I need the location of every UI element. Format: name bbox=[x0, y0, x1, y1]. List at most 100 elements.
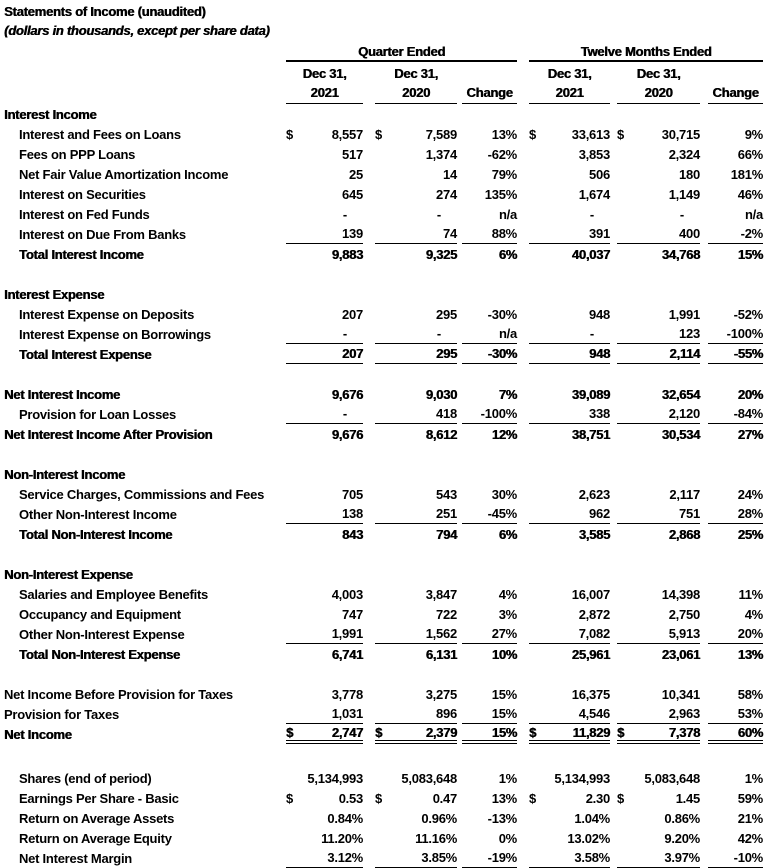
cell-value: 4,003 bbox=[331, 586, 364, 602]
cell-value: 1,991 bbox=[331, 626, 364, 641]
cell-value: 400 bbox=[679, 226, 700, 241]
cell-quarter-2020: - bbox=[375, 324, 457, 344]
cell-twelve-2020: 2,324 bbox=[617, 144, 701, 164]
cell-twelve-2021: 338 bbox=[529, 404, 610, 424]
cell-quarter-change: 13% bbox=[462, 788, 518, 808]
cell-quarter-2021: 9,883 bbox=[286, 244, 364, 264]
row-label: Net Interest Income After Provision bbox=[4, 426, 213, 442]
cell-value: - bbox=[589, 206, 594, 222]
cell-value: - bbox=[436, 206, 441, 222]
cell-value: 1% bbox=[498, 770, 518, 786]
cell-value: -30% bbox=[487, 346, 518, 361]
cell-quarter-change: 10% bbox=[462, 644, 518, 664]
cell-value: 9,676 bbox=[331, 426, 364, 442]
cell-value: 15% bbox=[491, 686, 518, 702]
table-row: Other Non-Interest Expense 1,991 1,562 27% 7… bbox=[4, 624, 764, 644]
cell-quarter-change: 88% bbox=[462, 224, 517, 244]
cell-value: 59% bbox=[737, 790, 764, 806]
cell-value: 2,750 bbox=[668, 606, 701, 622]
cell-quarter-2020: 295 bbox=[375, 344, 457, 364]
table-row: Total Non-Interest Expense 6,741 6,131 10% 2… bbox=[4, 644, 764, 664]
cell-value: 15% bbox=[491, 724, 518, 740]
currency-symbol: $ bbox=[529, 724, 536, 740]
spacer-row bbox=[4, 744, 764, 768]
cell-value: 2,747 bbox=[331, 724, 364, 740]
cell-value: 5,134,993 bbox=[554, 770, 610, 786]
cell-value: 15% bbox=[737, 246, 764, 262]
cell-value: 948 bbox=[589, 346, 610, 361]
cell-value: 6,741 bbox=[331, 646, 364, 662]
cell-quarter-2020: 74 bbox=[375, 224, 457, 244]
cell-quarter-2020: 5,083,648 bbox=[375, 768, 457, 788]
cell-twelve-change: -55% bbox=[708, 344, 763, 364]
table-row: Interest on Securities 645 274 135% 1,674 1,1… bbox=[4, 184, 764, 204]
cell-twelve-2020: 23,061 bbox=[617, 644, 701, 664]
cell-value: 60% bbox=[737, 724, 764, 740]
cell-quarter-2021: 645 bbox=[286, 184, 363, 204]
row-label: Return on Average Assets bbox=[19, 810, 175, 826]
group-header-twelve-months-ended: Twelve Months Ended bbox=[529, 45, 763, 62]
cell-twelve-change: 24% bbox=[708, 484, 764, 504]
row-label: Earnings Per Share - Basic bbox=[19, 790, 179, 806]
cell-value: 418 bbox=[436, 406, 457, 421]
cell-quarter-change: -19% bbox=[462, 848, 517, 868]
cell-twelve-2021: 39,089 bbox=[529, 384, 611, 404]
cell-quarter-change: n/a bbox=[462, 204, 517, 224]
cell-quarter-2020: $2,379 bbox=[375, 724, 457, 744]
cell-value: -84% bbox=[733, 406, 764, 421]
cell-value: - bbox=[342, 406, 347, 421]
table-row: Provision for Taxes 1,031 896 15% 4,546 2,963… bbox=[4, 704, 764, 724]
cell-value: -62% bbox=[487, 146, 518, 162]
cell-value: 2,868 bbox=[668, 526, 701, 542]
cell-quarter-2021: 25 bbox=[286, 164, 363, 184]
row-label: Non-Interest Expense bbox=[4, 566, 133, 582]
row-label: Interest Expense on Borrowings bbox=[19, 326, 211, 342]
cell-twelve-2020: 1,149 bbox=[617, 184, 701, 204]
row-label: Interest Expense bbox=[4, 286, 105, 302]
cell-value: 0.96% bbox=[421, 810, 457, 826]
cell-value: 6,131 bbox=[425, 646, 458, 662]
table-row: Provision for Loan Losses - 418 -100% 338 2,1… bbox=[4, 404, 764, 424]
cell-value: 3,853 bbox=[578, 146, 611, 162]
cell-value: 30,534 bbox=[661, 426, 701, 442]
cell-value: 21% bbox=[737, 810, 764, 826]
table-row: Salaries and Employee Benefits 4,003 3,847… bbox=[4, 584, 764, 604]
cell-quarter-change: 6% bbox=[462, 244, 518, 264]
cell-quarter-2021: 5,134,993 bbox=[286, 768, 363, 788]
cell-value: 28% bbox=[737, 506, 764, 521]
col-header-year: 2021 bbox=[555, 85, 584, 100]
cell-value: 295 bbox=[436, 306, 457, 322]
cell-quarter-2020: 3.85% bbox=[375, 848, 457, 868]
cell-twelve-change: 46% bbox=[708, 184, 764, 204]
currency-symbol: $ bbox=[529, 126, 536, 142]
col-header-date: Dec 31, bbox=[302, 66, 347, 81]
cell-value: 2,872 bbox=[578, 606, 611, 622]
cell-twelve-2021: 25,961 bbox=[529, 644, 611, 664]
cell-quarter-change: 1% bbox=[462, 768, 518, 788]
cell-value: 9,325 bbox=[425, 246, 458, 262]
cell-quarter-2020: 11.16% bbox=[375, 828, 457, 848]
cell-value: 2,379 bbox=[425, 724, 458, 740]
cell-value: 7% bbox=[498, 386, 518, 402]
cell-quarter-change: 12% bbox=[462, 424, 518, 444]
currency-symbol: $ bbox=[617, 126, 624, 142]
col-header-year: 2020 bbox=[644, 85, 673, 100]
cell-value: 1.04% bbox=[574, 810, 610, 826]
cell-value: -2% bbox=[740, 226, 764, 241]
cell-value: 843 bbox=[342, 526, 363, 542]
cell-value: -13% bbox=[487, 810, 518, 826]
cell-quarter-2020: 6,131 bbox=[375, 644, 458, 664]
cell-quarter-2020: 0.96% bbox=[375, 808, 457, 828]
cell-value: 517 bbox=[342, 146, 363, 162]
row-label: Interest on Securities bbox=[19, 186, 146, 202]
cell-value: 2,963 bbox=[668, 706, 701, 721]
cell-value: -100% bbox=[726, 326, 764, 341]
cell-value: 25 bbox=[349, 166, 363, 182]
section-row: Non-Interest Income bbox=[4, 464, 764, 484]
cell-value: 138 bbox=[342, 506, 363, 521]
cell-value: 3,847 bbox=[425, 586, 458, 602]
cell-value: 8,557 bbox=[331, 126, 364, 142]
cell-value: 5,134,993 bbox=[307, 770, 363, 786]
cell-value: 16,375 bbox=[571, 686, 611, 702]
